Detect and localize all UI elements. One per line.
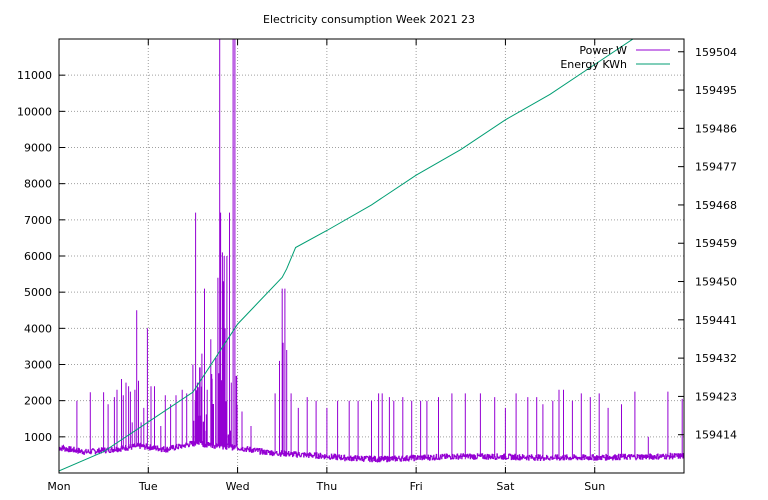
y2-tick-label: 159459 [695,237,737,250]
y-tick-label: 3000 [24,359,52,372]
series-layer [59,39,684,472]
y2-tick-label: 159468 [695,199,737,212]
x-tick-label: Fri [410,480,423,493]
y2-tick-label: 159423 [695,390,737,403]
x-tick-label: Thu [316,480,338,493]
legend-label-energy: Energy KWh [560,58,627,71]
y2-tick-label: 159486 [695,122,737,135]
chart-title: Electricity consumption Week 2021 23 [263,13,475,26]
power-line [59,39,684,463]
y-tick-label: 5000 [24,286,52,299]
y2-tick-label: 159441 [695,314,737,327]
y-tick-label: 7000 [24,214,52,227]
energy-line [59,39,634,472]
axes: Mon Tue Wed Thu Fri Sat Sun 1000 2000 3000 4000 500… [17,39,737,493]
y-tick-label: 10000 [17,105,52,118]
y2-tick-label: 159477 [695,161,737,174]
y-tick-label: 9000 [24,142,52,155]
y-tick-label: 8000 [24,178,52,191]
y2-tick-label: 159450 [695,276,737,289]
x-tick-label: Sat [496,480,515,493]
y2-tick-label: 159414 [695,429,737,442]
y2-tick-label: 159504 [695,46,737,59]
x-tick-label: Sun [584,480,605,493]
legend: Power W Energy KWh [560,44,670,71]
y-tick-label: 11000 [17,69,52,82]
y2-tick-label: 159495 [695,84,737,97]
legend-label-power: Power W [579,44,627,57]
y-tick-label: 1000 [24,431,52,444]
y-tick-label: 6000 [24,250,52,263]
y-tick-label: 2000 [24,395,52,408]
y-tick-label: 4000 [24,322,52,335]
x-tick-label: Wed [226,480,250,493]
x-tick-label: Tue [138,480,158,493]
y2-tick-label: 159432 [695,352,737,365]
x-tick-label: Mon [47,480,70,493]
